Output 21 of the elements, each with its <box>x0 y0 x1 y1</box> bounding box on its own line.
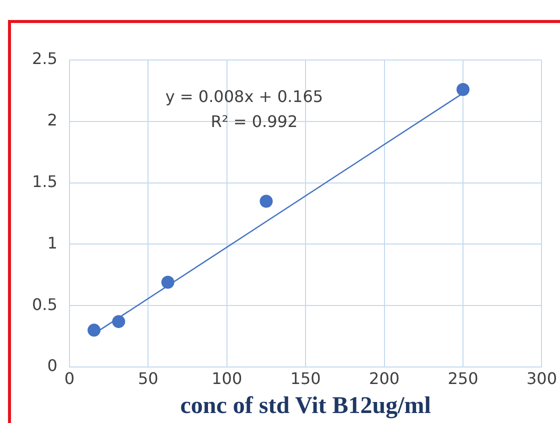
point <box>112 315 126 328</box>
y-tick-label: 2.5 <box>32 49 58 68</box>
point <box>260 194 273 208</box>
annotation: R² = 0.992 <box>210 112 298 131</box>
annotation: y = 0.008x + 0.165 <box>165 87 324 106</box>
x-tick-label: 250 <box>448 368 478 388</box>
y-tick-label: 0.5 <box>32 294 58 314</box>
x-tick-label: 100 <box>212 368 242 388</box>
x-tick-label: 50 <box>138 368 158 388</box>
y-tick-label: 2 <box>47 110 58 130</box>
point <box>161 276 174 289</box>
point <box>456 82 470 96</box>
y-tick-label: 0 <box>47 356 58 376</box>
x-tick-label: 150 <box>290 368 321 388</box>
x-tick-label: 0 <box>64 368 75 388</box>
y-tick-label: 1.5 <box>32 172 58 191</box>
y-tick-label: 1 <box>47 233 58 252</box>
x-axis-title: conc of std Vit B12ug/ml <box>180 392 432 419</box>
point <box>88 324 101 337</box>
x-tick-label: 200 <box>369 368 400 388</box>
x-tick-label: 300 <box>526 368 558 388</box>
